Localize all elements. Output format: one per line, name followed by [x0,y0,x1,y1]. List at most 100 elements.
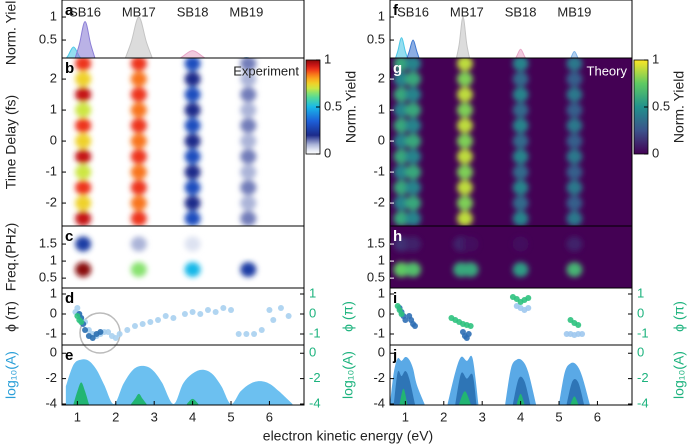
area [124,16,153,58]
heatmap-cells [393,58,583,226]
heatmap-cell [405,180,422,196]
heatmap-background [390,58,632,226]
y-axis-label: log₁₀(A) [3,351,19,399]
heatmap-cell [512,58,529,72]
y2-tick-label: -2 [309,370,321,385]
area [512,376,531,405]
point [258,327,265,333]
y-axis-label: Freq.(PHz) [3,223,19,291]
heatmap-cell [456,102,473,118]
point [235,331,242,337]
colorbar-tick-label: 0.5 [652,98,670,113]
area [566,378,584,405]
colorbar-tick-label: 0 [324,145,331,160]
heatmap-cells [75,58,257,226]
y2-tick-label: 1 [637,285,644,300]
plot-area [390,355,590,405]
peak-label: MB19 [229,4,263,19]
heatmap-cell [512,102,529,118]
point [155,317,162,323]
heatmap-cell [456,58,473,72]
y-tick-label: 0.5 [367,270,385,285]
heatmap-cell [405,164,422,180]
heatmap-cell [75,102,92,118]
y-tick-label: -1 [373,164,385,179]
heatmap-cell [393,133,410,149]
heatmap-cell [184,133,201,149]
y2-tick-label: 0 [309,345,316,360]
x-axis-label: electron kinetic energy (eV) [263,428,433,444]
point [170,315,177,321]
heatmap-cell [405,133,422,149]
heatmap-cell [512,180,529,196]
y-tick-label: 1 [378,102,385,117]
area [131,393,147,405]
heatmap-cell [405,149,422,165]
point [575,322,582,328]
point [579,331,586,337]
heatmap-cell [512,262,529,278]
y-tick-label: 0.5 [367,31,385,46]
colorbar-tick-label: 0.5 [324,98,342,113]
y-tick-label: 0.5 [39,31,57,46]
point [525,295,532,301]
point [74,305,81,311]
area [179,50,206,58]
point [251,331,258,337]
heatmap-cell [240,133,257,149]
y-tick-label: 2 [378,71,385,86]
point [139,321,146,327]
heatmap-cell [75,211,92,226]
heatmap-cell [75,149,92,165]
y-tick-label: 1 [50,8,57,23]
y-tick-label: -2 [45,195,57,210]
point [467,323,474,329]
heatmap-cell [566,195,583,211]
y-tick-label: 1 [378,285,385,300]
heatmap-cell [405,71,422,87]
point [97,329,104,335]
point [197,311,204,317]
panel-label: b [65,60,74,77]
area [393,370,415,405]
heatmap-cell [405,236,422,252]
y-tick-label: -2 [373,195,385,210]
y2-tick-label: 0 [637,345,644,360]
point [105,329,112,335]
panel-label: d [65,290,74,307]
point [525,305,532,311]
heatmap-background [62,226,304,288]
heatmap-cell [405,262,422,278]
y-tick-label: -1 [373,325,385,340]
heatmap-cell [240,149,257,165]
point [266,307,273,313]
point [82,327,89,333]
y-tick-label: 0 [378,305,385,320]
panel-annotation: Theory [587,63,628,78]
heatmap-cell [240,102,257,118]
heatmap-cell [405,58,422,72]
heatmap-cell [130,195,147,211]
heatmap-cell [184,102,201,118]
point [116,331,123,337]
heatmap-cell [566,118,583,134]
heatmap-cell [566,236,583,252]
y2-axis-label: log₁₀(A) [671,351,687,399]
point [78,319,85,325]
y-tick-label: -2 [373,370,385,385]
y2-tick-label: 0 [309,305,316,320]
y-tick-label: 0.5 [39,270,57,285]
panel-label: h [393,228,402,245]
panel-label: g [393,60,402,77]
point [411,323,418,329]
heatmap-background [390,226,632,288]
heatmap-cell [405,195,422,211]
heatmap-cell [393,118,410,134]
colorbar-label: Norm. Yield [343,71,359,143]
heatmap-cell [456,71,473,87]
heatmap-cell [462,236,479,252]
colorbar-tick-label: 1 [324,51,331,66]
y2-tick-label: 1 [309,285,316,300]
heatmap-cell [405,118,422,134]
y2-tick-label: 0 [637,305,644,320]
